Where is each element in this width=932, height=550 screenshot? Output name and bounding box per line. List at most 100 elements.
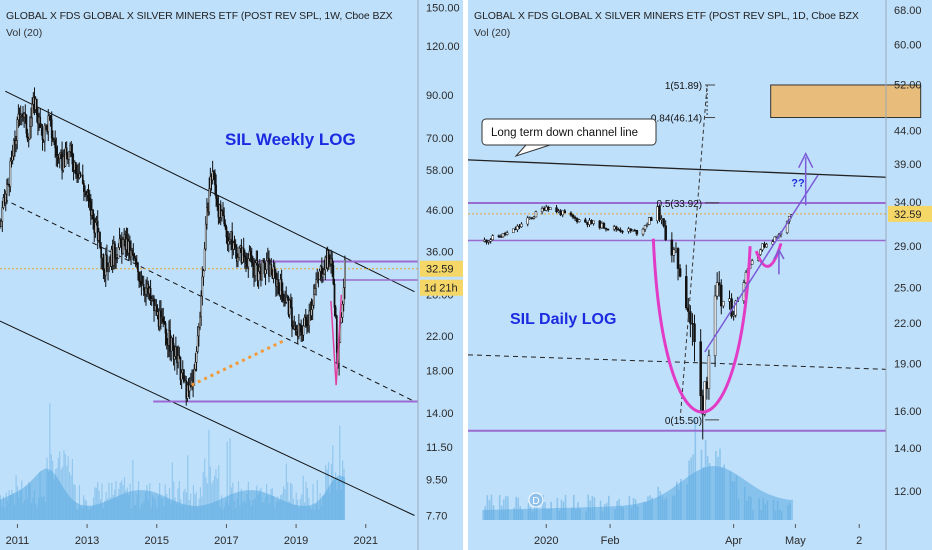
candle-body [497, 235, 501, 237]
candle-body [299, 323, 301, 326]
candle-body [555, 207, 558, 213]
candle-body [96, 220, 99, 241]
candle-body [131, 250, 134, 255]
candle-body [242, 247, 245, 257]
volume-bar [184, 488, 186, 520]
volume-bar [212, 480, 214, 520]
candle-body [209, 176, 212, 189]
candle-body [715, 282, 719, 297]
candle-body [273, 266, 276, 273]
daily-chart-canvas[interactable]: D 1(51.89) 0.84(46.14) 0.5(33.92) 0(15.50)??… [468, 0, 932, 550]
candle-body [759, 249, 762, 255]
volume-bar [306, 488, 309, 520]
candle-body [27, 138, 30, 141]
volume-pane [482, 418, 793, 520]
volume-bar [211, 483, 213, 520]
candle-body [237, 257, 239, 263]
candle-body [291, 307, 293, 328]
candle-body [503, 233, 507, 235]
chart-header: GLOBAL X FDS GLOBAL X SILVER MINERS ETF … [6, 10, 393, 22]
time-tick-label: 2021 [354, 535, 378, 547]
weekly-chart-canvas[interactable]: SIL Weekly LOG 150.00 120.00 90.00 70.00 58.… [0, 0, 463, 550]
candle-body [512, 228, 515, 233]
candle-body [137, 262, 139, 273]
volume-bar [285, 463, 287, 520]
candle-body [530, 217, 534, 219]
candle-body [132, 253, 135, 261]
volume-bar [192, 485, 195, 520]
candle-body [514, 228, 517, 231]
volume-bar [49, 403, 51, 520]
candle-body [89, 201, 92, 216]
candle-body [238, 247, 240, 258]
fib-label: 0(15.50) [665, 416, 702, 427]
candle-body [670, 239, 674, 256]
volume-bar [216, 478, 218, 520]
up-arrow-head [798, 151, 814, 169]
volume-bar [132, 459, 134, 520]
candle-body [226, 236, 229, 245]
candle-body [158, 310, 161, 328]
candle-body [196, 335, 199, 352]
candle-body [76, 173, 78, 176]
channel-mid-line [3, 198, 415, 402]
time-tick-label: 2017 [214, 535, 238, 547]
candle-body [612, 226, 616, 230]
candle-body [763, 243, 766, 248]
candle-body [215, 184, 217, 199]
candle-body [332, 265, 335, 285]
volume-bar [505, 495, 507, 520]
candle-body [129, 241, 131, 258]
candle-body [285, 296, 288, 303]
dividend-marker-bg [528, 492, 544, 508]
daily-chart-panel[interactable]: D 1(51.89) 0.84(46.14) 0.5(33.92) 0(15.50)??… [468, 0, 932, 550]
candle-body [300, 324, 303, 332]
candle-body [195, 351, 198, 363]
candle-body [660, 218, 663, 220]
candle-body [528, 217, 532, 219]
volume-bar [291, 483, 293, 520]
candle-body [281, 290, 284, 302]
candle-body [68, 151, 70, 160]
candle-body [254, 262, 257, 276]
time-tick-label: 2011 [6, 535, 30, 547]
candle-body [193, 368, 196, 386]
candle-body [65, 147, 68, 156]
volume-ma-area [0, 468, 345, 520]
candle-body [604, 227, 608, 230]
weekly-chart-panel[interactable]: SIL Weekly LOG 150.00 120.00 90.00 70.00 58.… [0, 0, 463, 550]
candle-body [307, 325, 309, 328]
panel-divider[interactable] [463, 0, 468, 550]
candle-body [71, 152, 74, 165]
candle-body [88, 197, 91, 202]
candle-body [561, 210, 564, 216]
candle-body [676, 248, 680, 269]
price-tick-label: 22.00 [426, 331, 454, 343]
volume-bar [171, 462, 173, 520]
fib-trend-line [679, 84, 708, 420]
price-tick-label: 9.50 [426, 475, 447, 487]
candle-body [49, 114, 52, 120]
volume-bar [302, 475, 304, 520]
candle-body [134, 258, 137, 263]
candle-body [4, 193, 7, 203]
price-tick-label: 70.00 [426, 133, 454, 145]
down-channel-line [468, 159, 887, 178]
candle-body [138, 271, 140, 282]
candle-body [294, 325, 297, 331]
volume-ma-area [482, 466, 792, 520]
price-tick-label: 36.00 [426, 247, 454, 259]
candle-body [627, 228, 630, 232]
candle-body [277, 279, 280, 286]
candle-body [106, 254, 108, 269]
candle-body [252, 262, 254, 267]
volume-pane [0, 403, 345, 520]
candle-body [549, 207, 552, 210]
candle-body [534, 211, 538, 218]
price-tick-label: 25.00 [894, 282, 922, 294]
volume-bar [206, 483, 209, 520]
volume-bar [70, 475, 72, 520]
volume-bar [95, 487, 97, 520]
volume-bar [178, 481, 180, 520]
candle-body [326, 250, 329, 268]
